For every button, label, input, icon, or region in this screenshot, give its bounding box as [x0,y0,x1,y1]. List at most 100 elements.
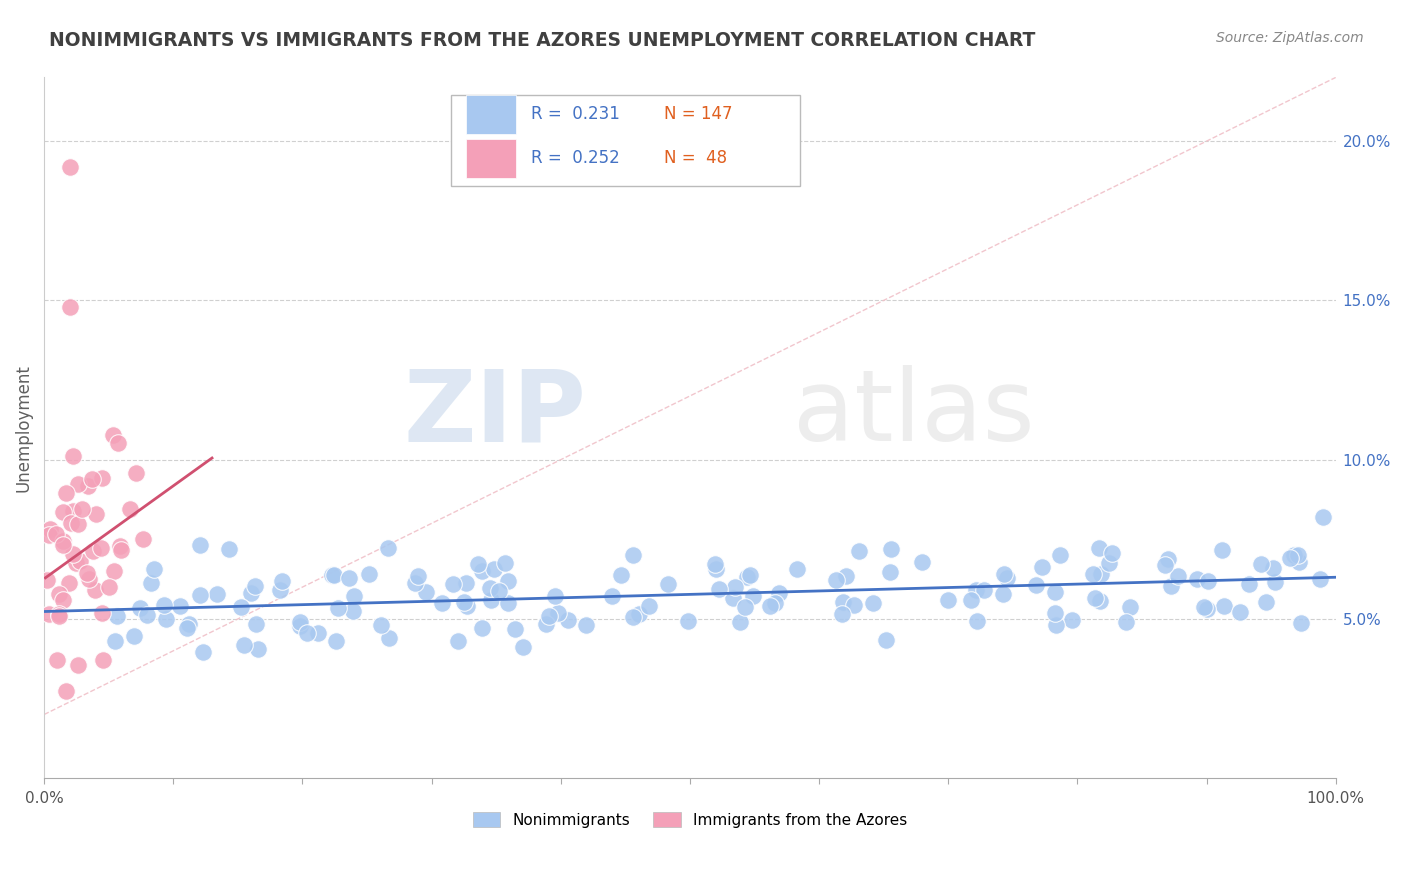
Point [453,595,475,609]
Point [90,471,112,485]
Point [734,599,756,614]
Point [1160,579,1182,593]
Point [245,617,267,632]
FancyBboxPatch shape [467,95,516,134]
Point [703,557,725,571]
Point [77,572,100,586]
Point [1278,551,1301,566]
Point [1286,548,1309,562]
Point [62,547,84,561]
Point [415,585,437,599]
Point [1115,615,1137,629]
Point [67,657,90,672]
Point [973,582,995,597]
Text: Source: ZipAtlas.com: Source: ZipAtlas.com [1216,31,1364,45]
Point [1101,545,1123,559]
Point [910,555,932,569]
Point [544,589,567,603]
Point [288,619,311,633]
Text: R =  0.252: R = 0.252 [531,149,620,167]
Point [52,534,75,549]
Point [322,568,344,582]
Point [59,160,82,174]
Point [82,544,104,558]
Point [218,541,240,556]
Text: N =  48: N = 48 [664,149,727,167]
Point [93,653,115,667]
Point [768,586,790,600]
Point [456,599,478,614]
Point [1239,577,1261,591]
Point [52,538,75,552]
Point [55,684,77,698]
Point [110,539,132,553]
Point [103,564,125,578]
Point [637,599,659,614]
Point [326,601,349,615]
Point [707,582,730,597]
Point [136,608,159,623]
Point [342,604,364,618]
Point [84,507,107,521]
Point [832,595,855,609]
Point [110,543,132,558]
Point [245,579,267,593]
Point [471,622,494,636]
Point [69,554,91,568]
Point [966,614,988,628]
Point [46,653,69,667]
Point [104,634,127,648]
Point [1197,574,1219,589]
Point [67,516,90,531]
Point [359,567,381,582]
Point [610,568,633,582]
Point [1167,569,1189,583]
Point [125,466,148,480]
Point [1261,561,1284,575]
Point [107,435,129,450]
Point [621,548,644,562]
Point [59,300,82,314]
Point [188,538,211,552]
Point [169,599,191,614]
Legend: Nonimmigrants, Immigrants from the Azores: Nonimmigrants, Immigrants from the Azore… [467,805,912,834]
Point [1119,600,1142,615]
Point [1254,595,1277,609]
Point [1157,552,1180,566]
Point [98,580,121,594]
Point [479,581,502,595]
Text: N = 147: N = 147 [664,105,733,123]
Point [239,586,262,600]
Point [995,571,1018,585]
Point [62,450,84,464]
Point [724,580,747,594]
Point [247,642,270,657]
Point [494,556,516,570]
Point [1084,591,1107,606]
Point [132,533,155,547]
Point [337,571,360,585]
Point [83,582,105,597]
Point [936,593,959,607]
Point [1043,585,1066,599]
Point [207,587,229,601]
Point [1213,599,1236,614]
Point [177,616,200,631]
Point [118,501,141,516]
Point [101,427,124,442]
Point [471,564,494,578]
Point [270,574,292,588]
Point [1187,572,1209,586]
Point [738,568,761,582]
Point [657,577,679,591]
Point [621,610,644,624]
Point [105,609,128,624]
Point [155,612,177,626]
Point [991,587,1014,601]
Point [600,589,623,603]
Point [232,639,254,653]
Point [325,634,347,648]
Point [80,472,103,486]
Point [52,505,75,519]
Point [1098,556,1121,570]
